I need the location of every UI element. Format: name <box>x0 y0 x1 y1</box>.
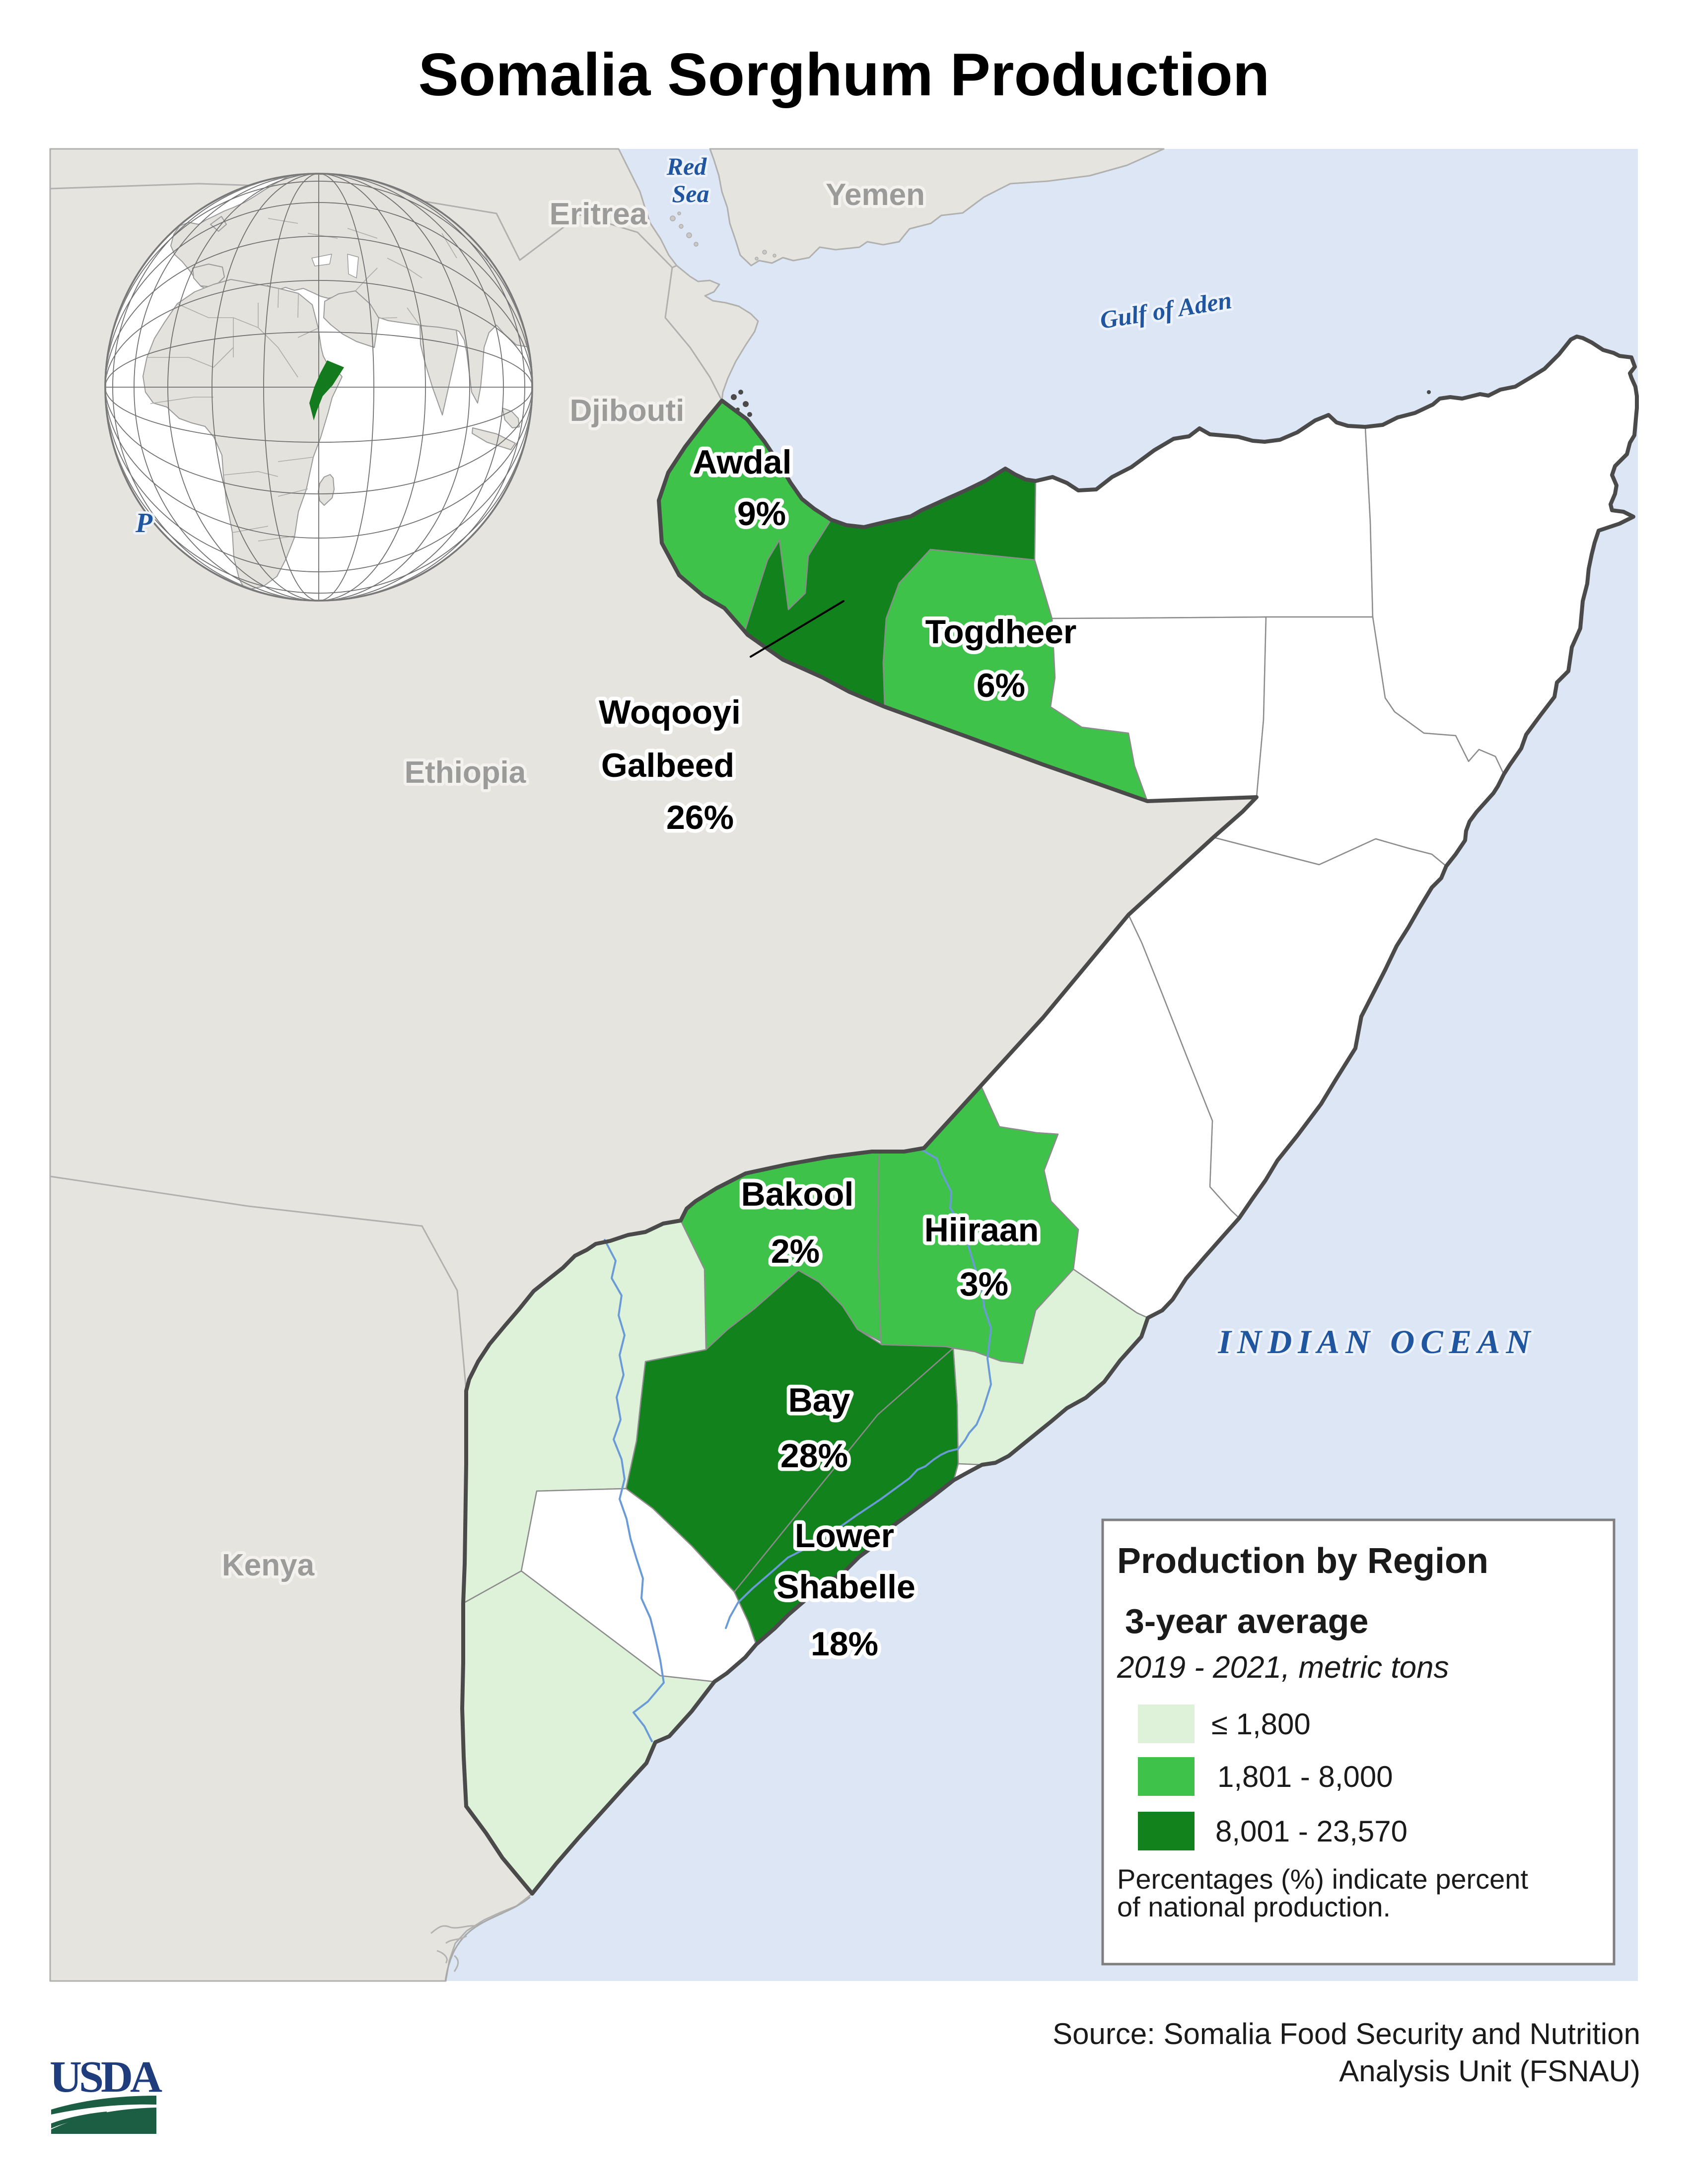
svg-text:9%: 9% <box>737 495 786 533</box>
svg-text:Red: Red <box>666 152 707 180</box>
svg-text:3%: 3% <box>960 1265 1008 1303</box>
svg-text:Lower: Lower <box>795 1517 894 1555</box>
svg-text:3-year average: 3-year average <box>1125 1602 1368 1640</box>
svg-text:6%: 6% <box>977 667 1025 704</box>
svg-text:Hiiraan: Hiiraan <box>924 1211 1039 1249</box>
svg-text:1,801 - 8,000: 1,801 - 8,000 <box>1217 1760 1393 1793</box>
svg-text:18%: 18% <box>811 1625 878 1663</box>
svg-text:2019 - 2021, metric tons: 2019 - 2021, metric tons <box>1117 1650 1449 1685</box>
svg-text:Galbeed: Galbeed <box>601 747 734 784</box>
svg-text:Togdheer: Togdheer <box>925 613 1077 651</box>
svg-text:Kenya: Kenya <box>222 1548 315 1582</box>
svg-text:Production by Region: Production by Region <box>1117 1541 1488 1581</box>
svg-text:Djibouti: Djibouti <box>570 394 685 428</box>
svg-text:Sea: Sea <box>672 180 709 207</box>
svg-text:26%: 26% <box>666 799 734 836</box>
svg-text:Percentages (%) indicate perce: Percentages (%) indicate percent <box>1117 1863 1528 1895</box>
svg-text:USDA: USDA <box>50 2052 162 2102</box>
svg-text:Yemen: Yemen <box>826 178 925 212</box>
svg-text:8,001 - 23,570: 8,001 - 23,570 <box>1215 1815 1407 1848</box>
svg-text:Bakool: Bakool <box>741 1175 854 1213</box>
svg-text:of national production.: of national production. <box>1117 1891 1391 1922</box>
svg-text:Awdal: Awdal <box>693 443 791 481</box>
svg-text:Bay: Bay <box>788 1381 850 1419</box>
svg-text:Eritrea: Eritrea <box>550 197 647 231</box>
svg-text:Woqooyi: Woqooyi <box>599 693 741 731</box>
svg-text:≤ 1,800: ≤ 1,800 <box>1211 1707 1311 1741</box>
svg-text:Ethiopia: Ethiopia <box>405 755 526 790</box>
svg-text:28%: 28% <box>780 1437 848 1475</box>
svg-text:2%: 2% <box>771 1232 820 1270</box>
svg-text:P: P <box>135 508 153 539</box>
svg-text:INDIAN OCEAN: INDIAN OCEAN <box>1218 1323 1537 1361</box>
svg-text:Shabelle: Shabelle <box>776 1568 915 1606</box>
